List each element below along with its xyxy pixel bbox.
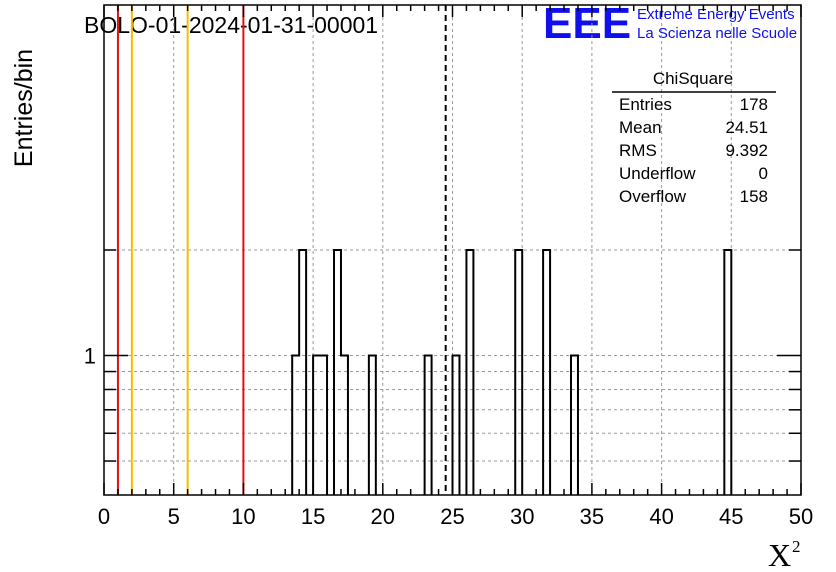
x-tick-label: 25: [440, 504, 464, 529]
histogram-bin: [341, 356, 348, 495]
stats-row-label: Overflow: [619, 187, 687, 206]
reference-lines: [116, 5, 447, 495]
stats-row-label: Underflow: [619, 164, 696, 183]
x-axis-ticks: 0 5 10 15 20 25 30 35 40 45 50: [98, 5, 813, 529]
histogram-bin: [515, 250, 522, 495]
eee-logo-line1: Extreme Energy Events: [637, 6, 795, 23]
histogram-bins: [292, 250, 731, 495]
y-axis-ticks: 1: [84, 249, 801, 462]
x-tick-label: 0: [98, 504, 110, 529]
histogram-bin: [320, 356, 327, 495]
x-axis-label: X 2: [768, 537, 801, 572]
x-tick-label: 45: [719, 504, 743, 529]
x-tick-label: 50: [789, 504, 813, 529]
eee-logo: EEE Extreme Energy Events La Scienza nel…: [543, 0, 797, 48]
stats-rows: Entries 178 Mean 24.51 RMS 9.392 Underflow 0 Ove…: [619, 95, 768, 206]
x-tick-label: 10: [231, 504, 255, 529]
histogram-bin: [299, 250, 306, 495]
histogram-bin: [334, 250, 341, 495]
histogram-bin: [571, 356, 578, 495]
x-axis-label-base: X: [768, 537, 791, 572]
stats-box: ChiSquare Entries 178 Mean 24.51 RMS 9.392 Und…: [612, 69, 776, 206]
eee-logo-mark: EEE: [543, 0, 631, 48]
histogram-bin: [313, 356, 320, 495]
histogram-bin: [453, 356, 460, 495]
histogram-bin: [724, 250, 731, 495]
stats-title: ChiSquare: [653, 69, 733, 88]
y-tick-label: 1: [84, 344, 96, 369]
stats-row-value: 178: [740, 95, 768, 114]
stats-row-value: 0: [759, 164, 768, 183]
stats-row-label: Mean: [619, 118, 662, 137]
eee-logo-line2: La Scienza nelle Scuole: [637, 25, 797, 42]
x-tick-label: 35: [580, 504, 604, 529]
histogram-bin: [369, 356, 376, 495]
chart-title: BOLO-01-2024-01-31-00001: [84, 12, 378, 38]
histogram-bin: [466, 250, 473, 495]
x-tick-label: 30: [510, 504, 534, 529]
stats-row-label: Entries: [619, 95, 672, 114]
x-tick-label: 40: [649, 504, 673, 529]
stats-row-value: 24.51: [725, 118, 768, 137]
x-axis-label-superscript: 2: [792, 537, 801, 556]
x-tick-label: 5: [168, 504, 180, 529]
histogram-outline: [291, 249, 733, 495]
histogram-bin: [425, 356, 432, 495]
y-axis-label: Entries/bin: [10, 49, 38, 167]
stats-row-value: 158: [740, 187, 768, 206]
histogram-bin: [292, 356, 299, 495]
x-tick-label: 15: [301, 504, 325, 529]
stats-row-value: 9.392: [725, 141, 768, 160]
histogram-bin: [543, 250, 550, 495]
stats-row-label: RMS: [619, 141, 657, 160]
x-tick-label: 20: [371, 504, 395, 529]
